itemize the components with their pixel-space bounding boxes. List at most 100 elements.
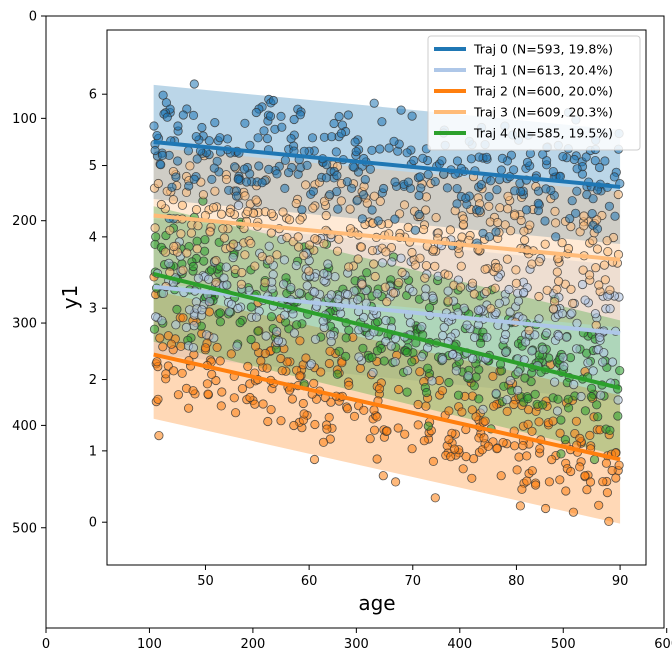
scatter-point bbox=[390, 477, 401, 487]
scatter-point bbox=[231, 191, 242, 201]
scatter-point bbox=[232, 341, 242, 351]
scatter-point bbox=[567, 196, 577, 206]
scatter-point bbox=[308, 186, 318, 196]
scatter-point bbox=[298, 398, 308, 409]
scatter-point bbox=[488, 371, 498, 381]
scatter-point bbox=[261, 331, 271, 341]
legend-box bbox=[427, 35, 641, 151]
legend-label: Traj 4 (N=585, 19.5%) bbox=[473, 126, 613, 141]
scatter-point bbox=[428, 456, 438, 466]
scatter-point bbox=[293, 242, 304, 252]
scatter-point bbox=[283, 168, 294, 178]
scatter-point bbox=[216, 401, 226, 411]
scatter-point bbox=[444, 406, 454, 416]
scatter-point bbox=[407, 247, 417, 258]
scatter-point bbox=[188, 261, 198, 272]
scatter-point bbox=[467, 278, 478, 288]
scatter-point bbox=[198, 190, 208, 200]
scatter-point bbox=[197, 305, 207, 315]
scatter-point bbox=[168, 195, 178, 205]
scatter-point bbox=[302, 281, 312, 291]
scatter-point bbox=[149, 121, 159, 131]
scatter-point bbox=[518, 440, 528, 451]
scatter-point bbox=[428, 245, 439, 255]
scatter-point bbox=[571, 416, 582, 426]
scatter-point bbox=[580, 295, 590, 305]
outer-y-tick-label: 0 bbox=[29, 10, 37, 25]
scatter-point bbox=[204, 136, 214, 146]
scatter-point bbox=[206, 265, 217, 275]
x-tick-label: 60 bbox=[301, 574, 318, 589]
scatter-point bbox=[421, 401, 431, 411]
scatter-point bbox=[224, 185, 234, 195]
scatter-point bbox=[308, 203, 318, 213]
x-axis-label: age bbox=[358, 591, 395, 615]
scatter-point bbox=[253, 326, 263, 336]
scatter-point bbox=[329, 118, 339, 129]
scatter-point bbox=[237, 267, 247, 278]
scatter-point bbox=[246, 334, 256, 345]
scatter-point bbox=[520, 337, 531, 347]
scatter-point bbox=[166, 339, 176, 349]
scatter-point bbox=[369, 191, 379, 201]
scatter-point bbox=[565, 214, 575, 224]
scatter-point bbox=[188, 386, 198, 396]
y-tick-label: 1 bbox=[89, 444, 97, 459]
scatter-point bbox=[355, 363, 365, 373]
scatter-point bbox=[360, 175, 370, 185]
scatter-point bbox=[272, 326, 282, 337]
scatter-point bbox=[592, 185, 603, 195]
scatter-point bbox=[171, 172, 181, 182]
scatter-point bbox=[167, 182, 177, 192]
scatter-point bbox=[419, 436, 429, 446]
scatter-point bbox=[188, 110, 199, 121]
scatter-point bbox=[402, 148, 412, 158]
scatter-point bbox=[588, 194, 598, 204]
scatter-point bbox=[219, 233, 229, 243]
scatter-point bbox=[466, 154, 476, 164]
scatter-point bbox=[591, 263, 601, 273]
scatter-point bbox=[295, 215, 305, 225]
scatter-point bbox=[430, 493, 440, 503]
scatter-point bbox=[307, 133, 318, 143]
scatter-point bbox=[422, 343, 433, 353]
x-tick-label: 90 bbox=[612, 574, 629, 589]
scatter-point bbox=[299, 409, 309, 419]
scatter-point bbox=[469, 381, 479, 391]
scatter-point bbox=[517, 484, 527, 494]
scatter-point bbox=[547, 454, 557, 465]
scatter-point bbox=[291, 198, 301, 209]
x-tick-label: 70 bbox=[405, 574, 422, 589]
scatter-point bbox=[250, 399, 260, 409]
outer-x-tick-label: 600 bbox=[654, 637, 672, 652]
scatter-point bbox=[567, 308, 577, 318]
scatter-point bbox=[538, 400, 548, 410]
scatter-point bbox=[585, 477, 596, 487]
outer-x-tick-label: 0 bbox=[42, 637, 50, 652]
scatter-point bbox=[613, 411, 623, 421]
scatter-point bbox=[431, 213, 441, 223]
scatter-point bbox=[177, 368, 187, 378]
scatter-point bbox=[463, 371, 473, 381]
scatter-point bbox=[438, 355, 448, 365]
scatter-point bbox=[540, 239, 550, 249]
scatter-point bbox=[499, 381, 509, 391]
scatter-point bbox=[553, 276, 564, 286]
scatter-point bbox=[301, 353, 311, 363]
scatter-point bbox=[217, 387, 227, 397]
scatter-point bbox=[555, 475, 565, 485]
scatter-point bbox=[377, 258, 388, 268]
scatter-point bbox=[449, 444, 459, 454]
scatter-point bbox=[342, 177, 352, 187]
scatter-point bbox=[367, 145, 377, 155]
y-tick-label: 0 bbox=[89, 516, 97, 531]
scatter-point bbox=[483, 441, 493, 451]
scatter-point bbox=[388, 288, 399, 298]
scatter-point bbox=[511, 265, 521, 275]
scatter-point bbox=[332, 170, 342, 181]
scatter-point bbox=[211, 277, 221, 287]
scatter-point bbox=[345, 204, 355, 214]
scatter-point bbox=[555, 428, 565, 438]
scatter-point bbox=[607, 465, 617, 476]
scatter-point bbox=[297, 205, 307, 215]
